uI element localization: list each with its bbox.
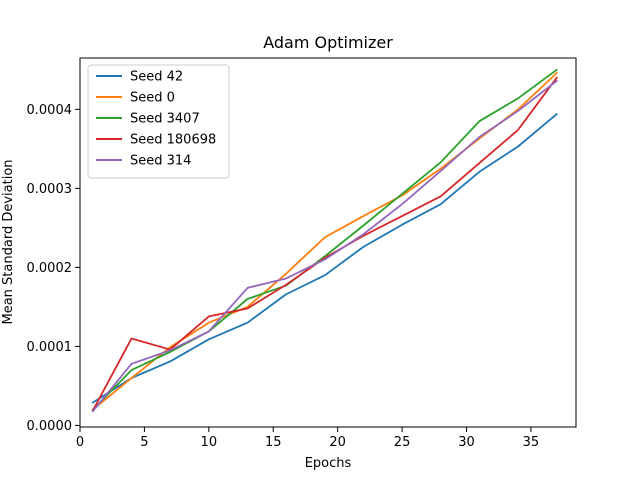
x-tick-label: 35 — [523, 435, 540, 450]
series-line — [91, 79, 558, 413]
legend-label: Seed 314 — [130, 154, 191, 169]
chart-title: Adam Optimizer — [263, 33, 393, 52]
y-tick-label: 0.0002 — [27, 261, 73, 276]
plot-frame — [79, 57, 577, 428]
x-tick-label: 25 — [394, 435, 411, 450]
y-tick-label: 0.0003 — [27, 182, 73, 197]
x-axis-ticks: 0 5 10 15 20 25 30 35 — [76, 427, 539, 450]
series-layer — [91, 68, 558, 413]
legend-label: Seed 3407 — [130, 112, 200, 127]
series-line — [91, 71, 558, 411]
x-axis-label: Epochs — [305, 456, 352, 471]
y-axis-label: Mean Standard Deviation — [1, 159, 16, 324]
x-tick-label: 10 — [201, 435, 218, 450]
series-line — [91, 112, 558, 404]
y-tick-label: 0.0000 — [27, 419, 73, 434]
legend-label: Seed 180698 — [130, 133, 216, 148]
x-tick-label: 0 — [76, 435, 84, 450]
y-tick-label: 0.0004 — [27, 103, 73, 118]
series-line — [91, 68, 558, 411]
legend: Seed 42 Seed 0 Seed 3407 Seed 180698 Seed 31… — [87, 64, 230, 179]
x-tick-label: 15 — [265, 435, 282, 450]
x-tick-label: 20 — [329, 435, 346, 450]
x-tick-label: 30 — [458, 435, 475, 450]
y-tick-label: 0.0001 — [27, 340, 73, 355]
y-axis-ticks: 0.0000 0.0001 0.0002 0.0003 0.0004 — [27, 103, 80, 434]
legend-label: Seed 42 — [130, 70, 183, 85]
x-tick-label: 5 — [140, 435, 148, 450]
legend-label: Seed 0 — [130, 91, 175, 106]
legend-frame — [87, 64, 230, 179]
